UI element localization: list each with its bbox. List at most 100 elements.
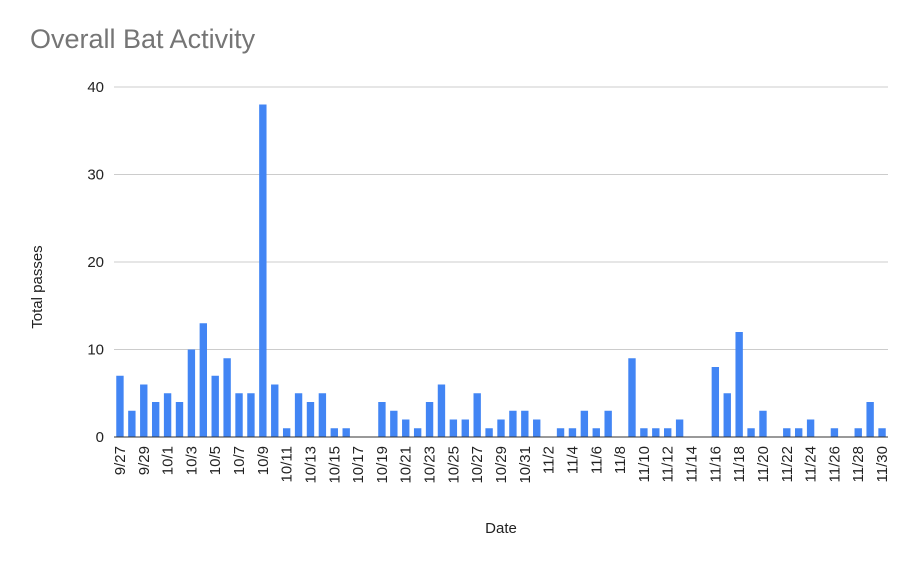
- bar: [628, 358, 636, 437]
- x-tick-label: 11/14: [684, 446, 701, 482]
- x-tick-label: 11/8: [612, 446, 629, 474]
- bar: [723, 393, 731, 437]
- x-axis-label: Date: [485, 520, 517, 537]
- bar: [675, 419, 684, 437]
- x-tick-label: 10/29: [493, 446, 510, 484]
- bar: [437, 384, 446, 437]
- x-tick-label: 11/2: [541, 446, 558, 474]
- bar: [759, 410, 767, 437]
- x-tick-label: 11/24: [803, 446, 820, 482]
- bar: [795, 428, 803, 437]
- bar: [866, 402, 874, 437]
- bar: [449, 419, 458, 437]
- y-tick-label: 30: [87, 167, 104, 184]
- bar: [402, 419, 410, 437]
- x-tick-label: 10/31: [517, 446, 534, 484]
- x-tick-label: 10/5: [207, 446, 224, 475]
- x-tick-label: 11/20: [755, 446, 772, 482]
- bar: [235, 393, 243, 437]
- bar: [806, 419, 815, 437]
- bar: [282, 428, 291, 437]
- bar: [580, 410, 589, 437]
- x-axis-ticks: 9/27 9/29 10/1 10/3 10/5 10/7 10/9 10/11 10/13 10…: [112, 446, 891, 484]
- bar: [163, 393, 172, 437]
- bar: [247, 393, 255, 437]
- bar: [592, 428, 600, 437]
- bar: [830, 428, 839, 437]
- bar: [413, 428, 422, 437]
- x-tick-label: 11/16: [707, 446, 724, 482]
- bar: [664, 428, 672, 437]
- bar: [140, 384, 148, 437]
- x-tick-label: 10/15: [326, 446, 343, 484]
- y-tick-label: 10: [87, 342, 104, 359]
- bar: [199, 323, 207, 437]
- bar: [556, 428, 565, 437]
- bars: [116, 104, 886, 437]
- bar: [342, 428, 350, 437]
- bar: [533, 419, 541, 437]
- x-tick-label: 10/9: [255, 446, 272, 475]
- x-tick-label: 9/27: [112, 446, 129, 475]
- bar: [747, 428, 755, 437]
- x-tick-label: 10/17: [350, 446, 367, 484]
- bar: [151, 402, 160, 437]
- bar: [223, 358, 231, 437]
- bar: [497, 419, 505, 437]
- x-tick-label: 10/19: [374, 446, 391, 484]
- bar: [711, 367, 720, 437]
- x-tick-label: 10/13: [302, 446, 319, 484]
- x-tick-label: 10/27: [469, 446, 486, 484]
- x-tick-label: 11/28: [850, 446, 867, 482]
- bar: [640, 428, 648, 437]
- bar: [568, 428, 577, 437]
- bar: [604, 410, 612, 437]
- bar: [187, 349, 196, 437]
- bar: [783, 428, 791, 437]
- bar: [378, 402, 386, 437]
- bar: [271, 384, 279, 437]
- x-tick-label: 11/30: [874, 446, 891, 482]
- x-tick-label: 10/21: [398, 446, 415, 484]
- x-tick-label: 11/26: [826, 446, 843, 482]
- x-tick-label: 10/11: [279, 446, 296, 482]
- x-tick-label: 11/4: [564, 446, 581, 474]
- bar: [652, 428, 660, 437]
- chart-title: Overall Bat Activity: [30, 24, 256, 54]
- x-tick-label: 10/23: [422, 446, 439, 484]
- bar: [735, 332, 743, 437]
- y-tick-label: 0: [96, 429, 104, 446]
- bar: [521, 410, 529, 437]
- x-tick-label: 10/1: [160, 446, 177, 475]
- bar: [485, 428, 493, 437]
- x-tick-label: 11/18: [731, 446, 748, 482]
- bar: [509, 410, 517, 437]
- bar: [461, 419, 469, 437]
- x-tick-label: 11/12: [660, 446, 677, 482]
- x-tick-label: 11/6: [588, 446, 605, 474]
- y-tick-label: 40: [87, 79, 104, 96]
- bar: [259, 104, 267, 437]
- x-tick-label: 10/7: [231, 446, 248, 475]
- bar: [211, 375, 219, 437]
- y-tick-label: 20: [87, 254, 104, 271]
- y-axis-ticks: 0 10 20 30 40: [87, 79, 104, 446]
- bar: [128, 410, 136, 437]
- bar: [175, 402, 184, 437]
- x-tick-label: 11/22: [779, 446, 796, 482]
- bar: [390, 410, 398, 437]
- x-tick-label: 10/25: [445, 446, 462, 484]
- bar: [878, 428, 886, 437]
- bar: [854, 428, 862, 437]
- x-tick-label: 10/3: [183, 446, 200, 475]
- y-axis-label: Total passes: [29, 245, 46, 328]
- bar: [116, 375, 124, 437]
- x-tick-label: 11/10: [636, 446, 653, 482]
- bar: [318, 393, 327, 437]
- bar: [294, 393, 303, 437]
- bar: [306, 402, 315, 437]
- bar: [473, 393, 481, 437]
- bar: [425, 402, 434, 437]
- gridlines: [114, 86, 888, 350]
